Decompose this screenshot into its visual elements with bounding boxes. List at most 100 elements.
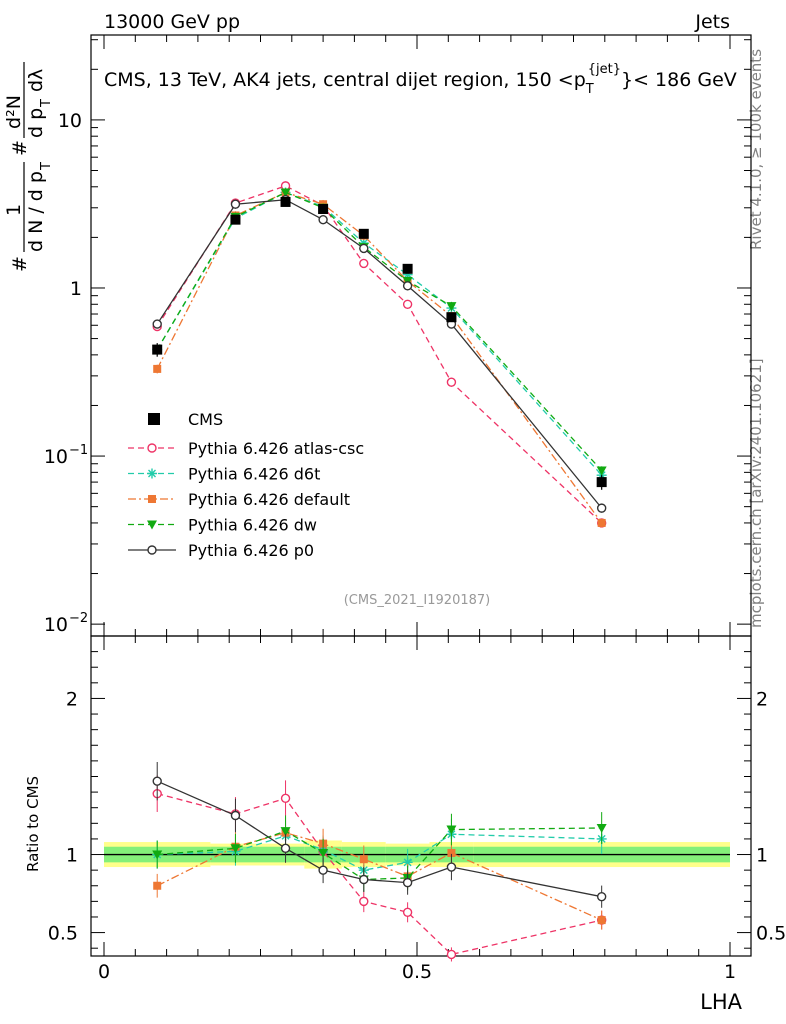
main-series-marker-3	[280, 188, 291, 198]
cms-data-point	[152, 344, 163, 355]
main-series-line-0	[156, 185, 603, 524]
main-series-marker-4	[230, 199, 241, 209]
ratio-series-marker-4	[152, 776, 162, 786]
ratio-series-marker-4	[230, 810, 241, 821]
ratio-panel: 0.5 0.5 1 1 2 2 Ratio to CMS	[24, 635, 786, 962]
ratio-series-marker-3	[152, 850, 163, 860]
ratio-series-marker-3	[318, 848, 329, 858]
chart-title-tail: }< 186 GeV	[621, 69, 737, 91]
ratio-series-group	[152, 761, 607, 962]
x-tick-label-0: 0	[98, 961, 110, 983]
chart-title-main: CMS, 13 TeV, AK4 jets, central dijet reg…	[104, 69, 586, 91]
energy-label: 13000 GeV pp	[104, 11, 240, 33]
x-tick-label-1: 0.5	[402, 961, 432, 983]
ratio-y-tick-label-right-0: 0.5	[756, 923, 786, 945]
ratio-y-tick-label-1: 1	[66, 845, 78, 867]
ratio-series-4	[152, 761, 607, 908]
ratio-series-marker-0	[446, 949, 457, 960]
jets-label: Jets	[694, 11, 730, 33]
main-series-line-1	[156, 191, 603, 476]
legend-marker-3	[147, 520, 157, 530]
legend-label-1: Pythia 6.426 d6t	[188, 465, 320, 484]
ratio-y-tick-label-right-2: 2	[756, 688, 768, 710]
y-tick-exp-0: −2	[69, 611, 88, 626]
cms-data-point	[280, 196, 291, 207]
legend-cms-marker	[148, 413, 160, 425]
legend-marker-2	[148, 495, 156, 503]
ratio-series-marker-3	[596, 824, 607, 833]
main-data-markers	[152, 196, 607, 490]
main-series-marker-2	[597, 518, 606, 527]
ratio-panel-frame	[90, 635, 752, 957]
cms-data-point	[596, 477, 607, 488]
main-series-marker-4	[402, 281, 413, 291]
main-series-marker-0	[359, 258, 369, 269]
ratio-series-marker-2	[359, 855, 368, 864]
ratio-series-marker-0	[402, 907, 413, 917]
ratio-axis-ticks: 0.5 0.5 1 1 2 2	[48, 636, 786, 956]
ratio-series-line-2	[156, 832, 602, 921]
y-label-frac-top: 1	[3, 204, 25, 216]
ratio-y-tick-label-right-1: 1	[756, 845, 768, 867]
cms-data-point	[358, 228, 369, 239]
y-label-hash: #	[9, 256, 31, 272]
main-series-line-2	[156, 191, 603, 524]
legend-marker-1	[147, 468, 157, 479]
ratio-series-marker-4	[318, 865, 328, 875]
ratio-y-axis-label: Ratio to CMS	[24, 776, 42, 872]
legend-label-0: Pythia 6.426 atlas-csc	[188, 439, 364, 458]
ratio-y-tick-label-2: 2	[66, 688, 78, 710]
ratio-series-2	[153, 817, 606, 930]
main-series-marker-0	[446, 377, 457, 387]
ratio-series-marker-2	[597, 916, 606, 925]
ratio-series-marker-3	[230, 844, 241, 854]
ratio-series-line-3	[157, 827, 602, 881]
cms-data-point	[318, 204, 329, 215]
main-series-marker-4	[596, 503, 607, 513]
y-label-frac-bottom-sub: T	[39, 162, 54, 171]
analysis-tag: (CMS_2021_I1920187)	[344, 593, 491, 608]
main-series-line-3	[156, 191, 603, 471]
main-series-marker-0	[402, 299, 413, 309]
y-label-den-sub: T	[39, 99, 54, 108]
ratio-series-marker-1	[402, 857, 413, 868]
main-series-4	[152, 195, 607, 513]
main-series-marker-2	[153, 364, 162, 373]
main-series-1	[152, 187, 607, 481]
main-series-marker-3	[446, 302, 457, 312]
ratio-uncertainty-bands	[104, 840, 730, 869]
legend-marker-4	[147, 545, 157, 555]
main-series-line-4	[156, 199, 603, 509]
y-label-dlambda: dλ	[25, 69, 47, 92]
main-y-axis-label: # 1 d N / d p T # d²N d p T dλ	[3, 62, 54, 272]
y-tick-label-3: 10	[58, 110, 82, 132]
rivet-label: Rivet 4.1.0, ≥ 100k events	[747, 49, 765, 250]
ratio-series-line-1	[157, 833, 602, 871]
x-axis-tick-labels: 0 0.5 1	[98, 961, 736, 983]
x-axis-label: LHA	[700, 990, 742, 1014]
ratio-series-marker-3	[280, 827, 291, 837]
ratio-series-marker-4	[446, 862, 457, 872]
ratio-series-marker-2	[153, 881, 162, 890]
ratio-series-line-4	[156, 780, 602, 898]
main-series-marker-4	[152, 319, 162, 329]
y-label-frac-bottom: d N / d p	[25, 171, 47, 252]
ratio-series-marker-4	[596, 891, 607, 902]
chart-title: CMS, 13 TeV, AK4 jets, central dijet reg…	[104, 62, 737, 97]
cms-data-point	[230, 214, 241, 225]
chart-title-sup: {jet}	[588, 62, 621, 77]
legend-marker-0	[147, 443, 157, 453]
ratio-y-tick-label-0: 0.5	[48, 923, 78, 945]
main-series-3	[152, 188, 607, 476]
ratio-series-marker-4	[402, 877, 413, 888]
x-tick-label-2: 1	[724, 961, 736, 983]
y-label-hash-2: #	[9, 140, 31, 156]
y-tick-label-2: 1	[70, 278, 82, 300]
legend-label-3: Pythia 6.426 dw	[188, 516, 317, 535]
legend: CMS Pythia 6.426 atlas-csc Pythia 6.426 d…	[128, 410, 364, 560]
legend-cms-label: CMS	[188, 410, 223, 429]
cms-data-point	[446, 312, 457, 323]
y-tick-exp-1: −1	[69, 443, 88, 458]
